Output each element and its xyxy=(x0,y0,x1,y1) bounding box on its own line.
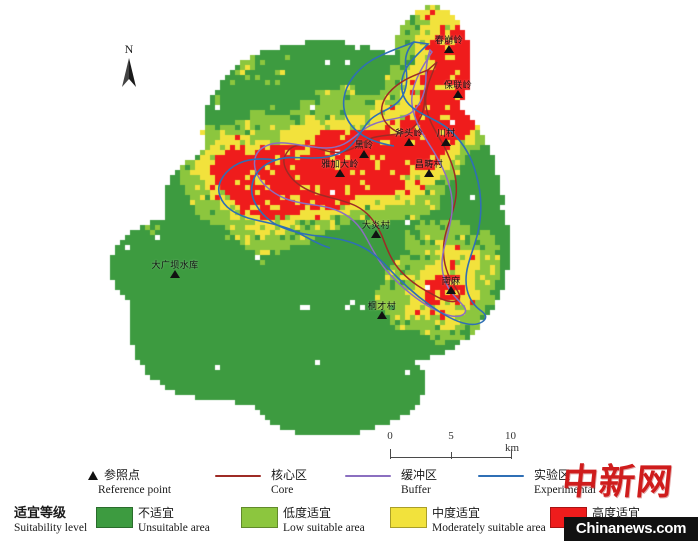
scale-bar-tick-start xyxy=(390,449,392,459)
reference-point-marker xyxy=(371,230,381,238)
moderately-suitable-swatch xyxy=(390,507,427,528)
reference-point-marker xyxy=(404,138,414,146)
legend-unsuitable-en: Unsuitable area xyxy=(138,522,210,534)
highly-suitable-swatch xyxy=(550,507,587,528)
scale-tick-label-5: 5 xyxy=(448,430,454,442)
reference-point-marker xyxy=(441,138,451,146)
suitability-heading-zh: 适宜等级 xyxy=(14,506,67,521)
legend-item-experimental: 实验区 Experimental xyxy=(478,468,596,497)
legend-buffer-zh: 缓冲区 xyxy=(401,468,438,482)
legend-experimental-en: Experimental xyxy=(534,484,596,496)
north-arrow-label: N xyxy=(124,42,134,56)
map-legend: 参照点 Reference point 核心区 Core 缓冲区 Buffer … xyxy=(0,468,700,553)
core-zone-boundary xyxy=(283,61,461,303)
scale-tick-label-0: 0 xyxy=(387,430,393,442)
legend-item-moderately-suitable: 中度适宜 Moderately suitable area xyxy=(390,506,546,535)
experimental-zone-boundary xyxy=(250,41,487,326)
north-arrow: N xyxy=(112,42,146,88)
reference-point-marker xyxy=(335,169,345,177)
legend-reference-point-zh: 参照点 xyxy=(104,468,141,482)
reference-point-label: 黑岭 xyxy=(354,141,374,151)
reference-point-label: 南麻 xyxy=(441,277,461,287)
legend-experimental-zh: 实验区 xyxy=(534,468,571,482)
reference-point-label: 斧头岭 xyxy=(394,129,424,139)
north-arrow-icon xyxy=(122,58,136,87)
legend-low-suitable-zh: 低度适宜 xyxy=(283,506,332,520)
buffer-line-icon xyxy=(345,475,391,478)
buffer-zone-boundary xyxy=(253,48,467,318)
suitability-map: 春崩岭保联岭斧头岭黑岭雅加大岭 川村昌畴村大炎村大广坝水库南麻桐才村 N 0 5 … xyxy=(0,0,700,459)
legend-item-reference-point: 参照点 Reference point xyxy=(88,468,171,497)
reference-point-label: 大炎村 xyxy=(361,221,391,231)
legend-class-row: 适宜等级 Suitability level 不适宜 Unsuitable ar… xyxy=(0,506,700,548)
legend-moderately-suitable-en: Moderately suitable area xyxy=(432,522,546,534)
reserve-boundaries xyxy=(218,41,487,326)
scale-bar-tick-end xyxy=(511,449,513,459)
scale-tick-label-10: 10 km xyxy=(505,430,520,454)
legend-item-buffer: 缓冲区 Buffer xyxy=(345,468,437,497)
scale-bar-labels: 0 5 10 km xyxy=(385,430,535,454)
reference-point-label: 雅加大岭 xyxy=(321,160,359,170)
legend-highly-suitable-zh: 高度适宜 xyxy=(592,506,641,520)
reference-point-label: 大广坝水库 xyxy=(151,261,199,271)
low-suitable-swatch xyxy=(241,507,278,528)
reference-point-label: 川村 xyxy=(436,129,456,139)
reference-point-marker xyxy=(359,150,369,158)
legend-suitability-heading: 适宜等级 Suitability level xyxy=(14,506,87,535)
legend-symbol-row: 参照点 Reference point 核心区 Core 缓冲区 Buffer … xyxy=(0,468,700,502)
scale-bar: 0 5 10 km xyxy=(385,430,535,470)
reference-point-marker xyxy=(453,90,463,98)
reference-point-marker xyxy=(424,169,434,177)
experimental-line-icon xyxy=(478,475,524,478)
legend-core-en: Core xyxy=(271,484,294,496)
legend-item-core: 核心区 Core xyxy=(215,468,307,497)
reference-point-marker xyxy=(170,270,180,278)
legend-reference-point-en: Reference point xyxy=(98,484,172,496)
legend-item-low-suitable: 低度适宜 Low suitable area xyxy=(241,506,365,535)
legend-moderately-suitable-zh: 中度适宜 xyxy=(432,506,481,520)
reference-point-label: 昌畴村 xyxy=(414,160,444,170)
reference-point-marker xyxy=(446,286,456,294)
legend-buffer-en: Buffer xyxy=(401,484,431,496)
reference-point-label: 保联岭 xyxy=(443,81,473,91)
habitat-suitability-raster xyxy=(0,0,700,440)
unsuitable-swatch xyxy=(96,507,133,528)
reference-point-icon xyxy=(88,471,98,480)
scale-bar-track xyxy=(385,447,535,459)
experimental-zone-west-lobe xyxy=(218,158,331,249)
reference-point-marker xyxy=(377,311,387,319)
scale-bar-tick-mid xyxy=(451,452,453,459)
core-zone-north-lobe xyxy=(380,69,429,135)
legend-item-highly-suitable: 高度适宜 Highly suitable area xyxy=(550,506,685,535)
legend-highly-suitable-en: Highly suitable area xyxy=(592,522,685,534)
suitability-heading-en: Suitability level xyxy=(14,522,88,534)
legend-low-suitable-en: Low suitable area xyxy=(283,522,365,534)
legend-item-unsuitable: 不适宜 Unsuitable area xyxy=(96,506,210,535)
reference-point-marker xyxy=(444,45,454,53)
legend-core-zh: 核心区 xyxy=(271,468,308,482)
legend-unsuitable-zh: 不适宜 xyxy=(138,506,175,520)
reference-point-label: 桐才村 xyxy=(367,302,397,312)
experimental-zone-north-lobe xyxy=(342,41,415,147)
reference-point-label: 春崩岭 xyxy=(434,36,464,46)
core-line-icon xyxy=(215,475,261,478)
